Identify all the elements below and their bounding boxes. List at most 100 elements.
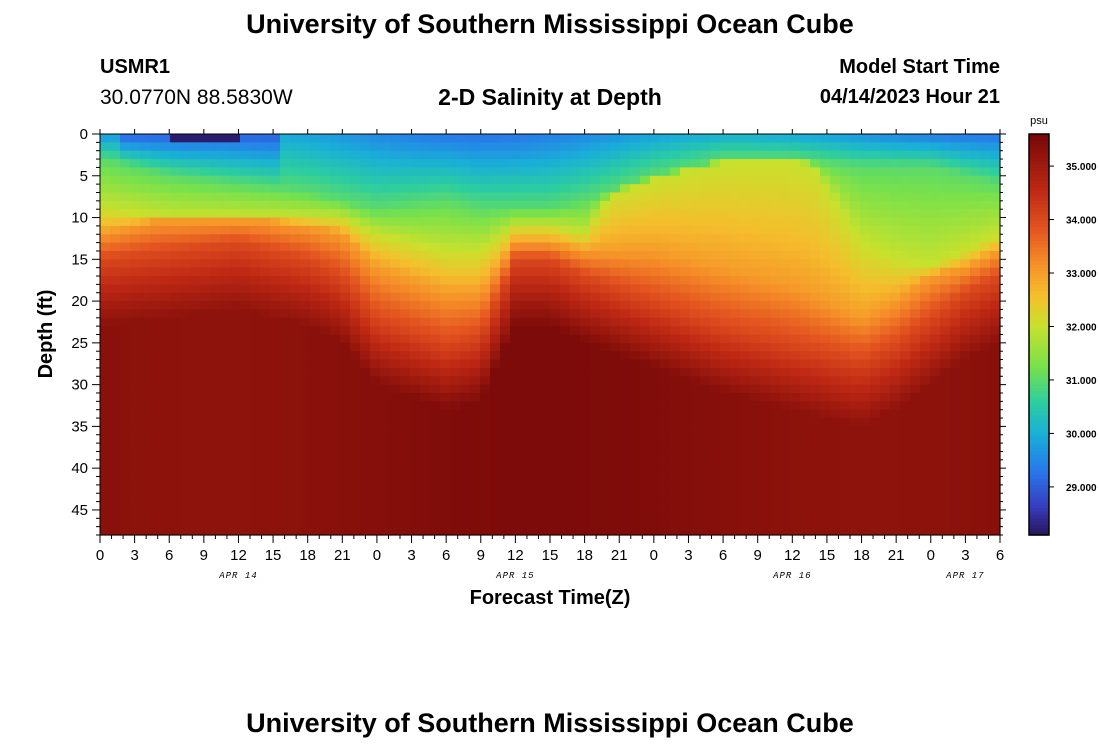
heatmap-cell <box>610 326 621 336</box>
heatmap-cell <box>610 526 621 536</box>
heatmap-cell <box>800 192 811 202</box>
heatmap-cell <box>650 509 661 519</box>
heatmap-cell <box>160 134 171 143</box>
heatmap-cell <box>610 209 621 219</box>
heatmap-cell <box>880 192 891 202</box>
heatmap-cell <box>880 276 891 285</box>
heatmap-cell <box>470 342 481 352</box>
heatmap-cell <box>940 509 951 519</box>
heatmap-cell <box>180 200 191 210</box>
heatmap-cell <box>860 518 871 528</box>
heatmap-cell <box>950 518 961 528</box>
heatmap-cell <box>870 476 881 486</box>
heatmap-cell <box>970 484 981 494</box>
heatmap-cell <box>680 225 691 235</box>
heatmap-cell <box>100 317 111 327</box>
heatmap-cell <box>780 192 791 202</box>
heatmap-cell <box>610 284 621 294</box>
heatmap-cell <box>700 509 711 519</box>
heatmap-cell <box>950 192 961 202</box>
heatmap-cell <box>980 284 991 294</box>
heatmap-cell <box>380 526 391 536</box>
heatmap-cell <box>470 200 481 210</box>
heatmap-cell <box>310 326 321 336</box>
heatmap-cell <box>690 342 701 352</box>
heatmap-cell <box>480 401 491 411</box>
colorbar-segment <box>1029 284 1049 289</box>
heatmap-cell <box>730 451 741 461</box>
heatmap-cell <box>410 434 421 444</box>
heatmap-cell <box>770 484 781 494</box>
heatmap-cell <box>260 443 271 453</box>
heatmap-cell <box>830 359 841 369</box>
heatmap-cell <box>760 267 771 277</box>
heatmap-cell <box>480 384 491 394</box>
heatmap-cell <box>590 367 601 377</box>
heatmap-cell <box>150 259 161 269</box>
heatmap-cell <box>390 376 401 386</box>
heatmap-cell <box>300 225 311 235</box>
heatmap-cell <box>320 309 331 319</box>
heatmap-cell <box>520 351 531 361</box>
heatmap-cell <box>790 501 801 511</box>
heatmap-cell <box>910 200 921 210</box>
heatmap-cell <box>960 468 971 478</box>
heatmap-cell <box>770 334 781 344</box>
heatmap-cell <box>360 225 371 235</box>
heatmap-cell <box>100 351 111 361</box>
heatmap-cell <box>470 301 481 311</box>
heatmap-cell <box>860 443 871 453</box>
heatmap-cell <box>190 392 201 402</box>
heatmap-cell <box>460 493 471 503</box>
heatmap-cell <box>530 317 541 327</box>
heatmap-cell <box>970 401 981 411</box>
heatmap-cell <box>170 451 181 461</box>
heatmap-cell <box>660 217 671 227</box>
heatmap-cell <box>860 526 871 536</box>
heatmap-cell <box>960 142 971 152</box>
heatmap-cell <box>880 317 891 327</box>
heatmap-cell <box>460 134 471 143</box>
heatmap-cell <box>470 493 481 503</box>
heatmap-cell <box>290 493 301 503</box>
heatmap-cell <box>690 284 701 294</box>
heatmap-cell <box>500 259 511 269</box>
heatmap-cell <box>180 309 191 319</box>
model-start-label: Model Start Time <box>839 56 1000 78</box>
heatmap-cell <box>940 175 951 185</box>
heatmap-cell <box>980 367 991 377</box>
heatmap-cell <box>440 418 451 427</box>
heatmap-cell <box>900 518 911 528</box>
heatmap-cell <box>950 434 961 444</box>
heatmap-cell <box>620 384 631 394</box>
heatmap-cell <box>730 326 741 336</box>
heatmap-cell <box>840 493 851 503</box>
heatmap-cell <box>870 259 881 269</box>
heatmap-cell <box>220 409 231 419</box>
heatmap-cell <box>280 468 291 478</box>
heatmap-cell <box>150 426 161 436</box>
heatmap-cell <box>350 292 361 302</box>
heatmap-cell <box>310 209 321 219</box>
heatmap-cell <box>110 384 121 394</box>
heatmap-cell <box>100 234 111 244</box>
heatmap-cell <box>610 426 621 436</box>
heatmap-cell <box>320 409 331 419</box>
heatmap-cell <box>160 276 171 285</box>
heatmap-cell <box>350 401 361 411</box>
heatmap-cell <box>780 292 791 302</box>
heatmap-cell <box>310 334 321 344</box>
heatmap-cell <box>360 317 371 327</box>
heatmap-cell <box>150 459 161 469</box>
heatmap-cell <box>830 159 841 169</box>
heatmap-cell <box>710 167 721 177</box>
heatmap-cell <box>440 192 451 202</box>
heatmap-cell <box>920 434 931 444</box>
heatmap-cell <box>980 192 991 202</box>
heatmap-cell <box>760 167 771 177</box>
heatmap-cell <box>700 242 711 252</box>
heatmap-cell <box>360 326 371 336</box>
heatmap-cell <box>250 284 261 294</box>
heatmap-cell <box>830 392 841 402</box>
heatmap-cell <box>240 367 251 377</box>
